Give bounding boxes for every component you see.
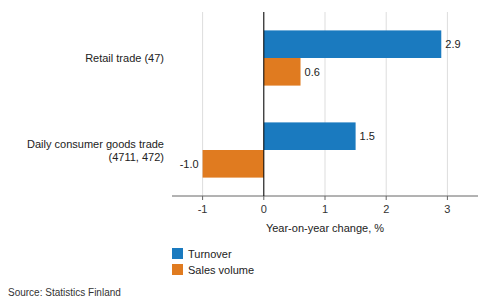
tick-label: -1 [198, 203, 208, 215]
zero-line [263, 12, 264, 196]
legend-label: Sales volume [188, 264, 254, 276]
bar [264, 30, 441, 58]
tick-label: 3 [444, 203, 450, 215]
tick-mark [386, 196, 387, 200]
tick-mark [202, 196, 203, 200]
data-label: 0.6 [305, 66, 320, 78]
legend-swatch [172, 248, 183, 259]
data-label: -1.0 [180, 158, 199, 170]
background [0, 0, 493, 304]
x-axis-label: Year-on-year change, % [266, 222, 384, 234]
tick-label: 0 [261, 203, 267, 215]
x-axis-line [172, 196, 478, 197]
legend-label: Turnover [188, 248, 232, 260]
grid [203, 12, 448, 196]
data-label: 1.5 [360, 130, 375, 142]
category-label: Daily consumer goods trade(4711, 472) [27, 138, 164, 163]
category-label: Retail trade (47) [85, 52, 164, 64]
grid-line [263, 12, 264, 196]
legend-swatch [172, 264, 183, 275]
bar [264, 58, 301, 86]
tick-mark [263, 196, 264, 200]
bar [264, 122, 356, 150]
tick-mark [447, 196, 448, 200]
legend: Turnover Sales volume [172, 248, 254, 276]
tick-label: 2 [383, 203, 389, 215]
data-label: 2.9 [445, 38, 460, 50]
tick-mark [325, 196, 326, 200]
source: Source: Statistics Finland [8, 287, 121, 298]
data-labels: 1.5 2.9 -1.0 0.6 [180, 38, 461, 170]
tick-label: 1 [322, 203, 328, 215]
bar [203, 150, 264, 178]
bars [203, 30, 442, 177]
chart: -1 0 1 2 3 1.5 2.9 -1.0 0.6 Daily consumer goods … [0, 0, 493, 304]
